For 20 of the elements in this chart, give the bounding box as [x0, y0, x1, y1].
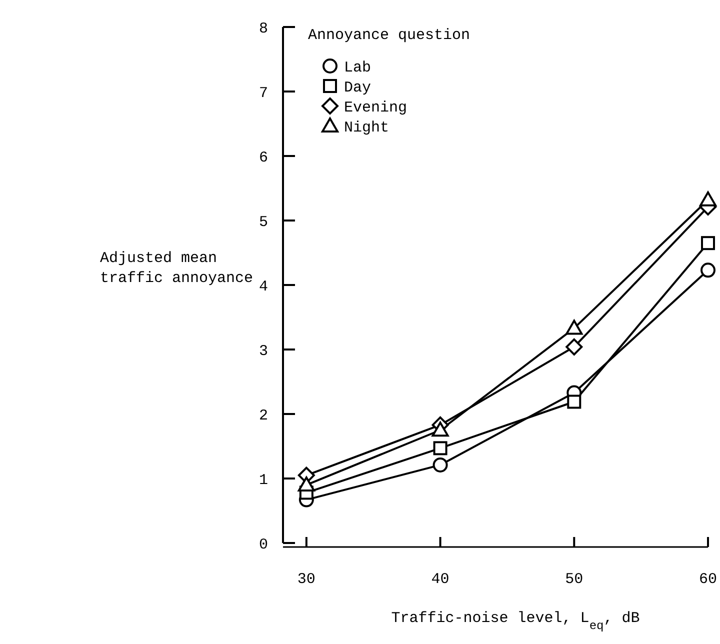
y-tick-label: 7	[258, 84, 268, 102]
legend-label: Night	[344, 119, 390, 136]
y-tick-label: 6	[258, 149, 268, 166]
y-tick-label: 5	[258, 214, 268, 231]
legend-label: Lab	[344, 59, 372, 76]
y-tick-label: 2	[258, 407, 268, 424]
y-tick-label: 1	[258, 472, 268, 489]
x-tick-label: 50	[565, 571, 584, 588]
x-axis-title: Traffic-noise level, L$_{eq}$, dB	[391, 610, 640, 633]
y-tick-label: 0	[258, 536, 268, 554]
y-tick-label: 3	[258, 342, 268, 360]
legend-title: Annoyance question	[308, 27, 470, 44]
y-axis-title: Adjusted mean traffic annoyance	[100, 250, 254, 287]
y-tick-label: 4	[258, 278, 268, 296]
legend-label: Evening	[344, 99, 408, 116]
x-tick-label: 60	[698, 571, 718, 588]
legend-label: Day	[344, 79, 372, 96]
x-tick-label: 30	[297, 571, 316, 588]
y-tick-label: 8	[258, 20, 268, 38]
x-tick-label: 40	[431, 571, 450, 588]
